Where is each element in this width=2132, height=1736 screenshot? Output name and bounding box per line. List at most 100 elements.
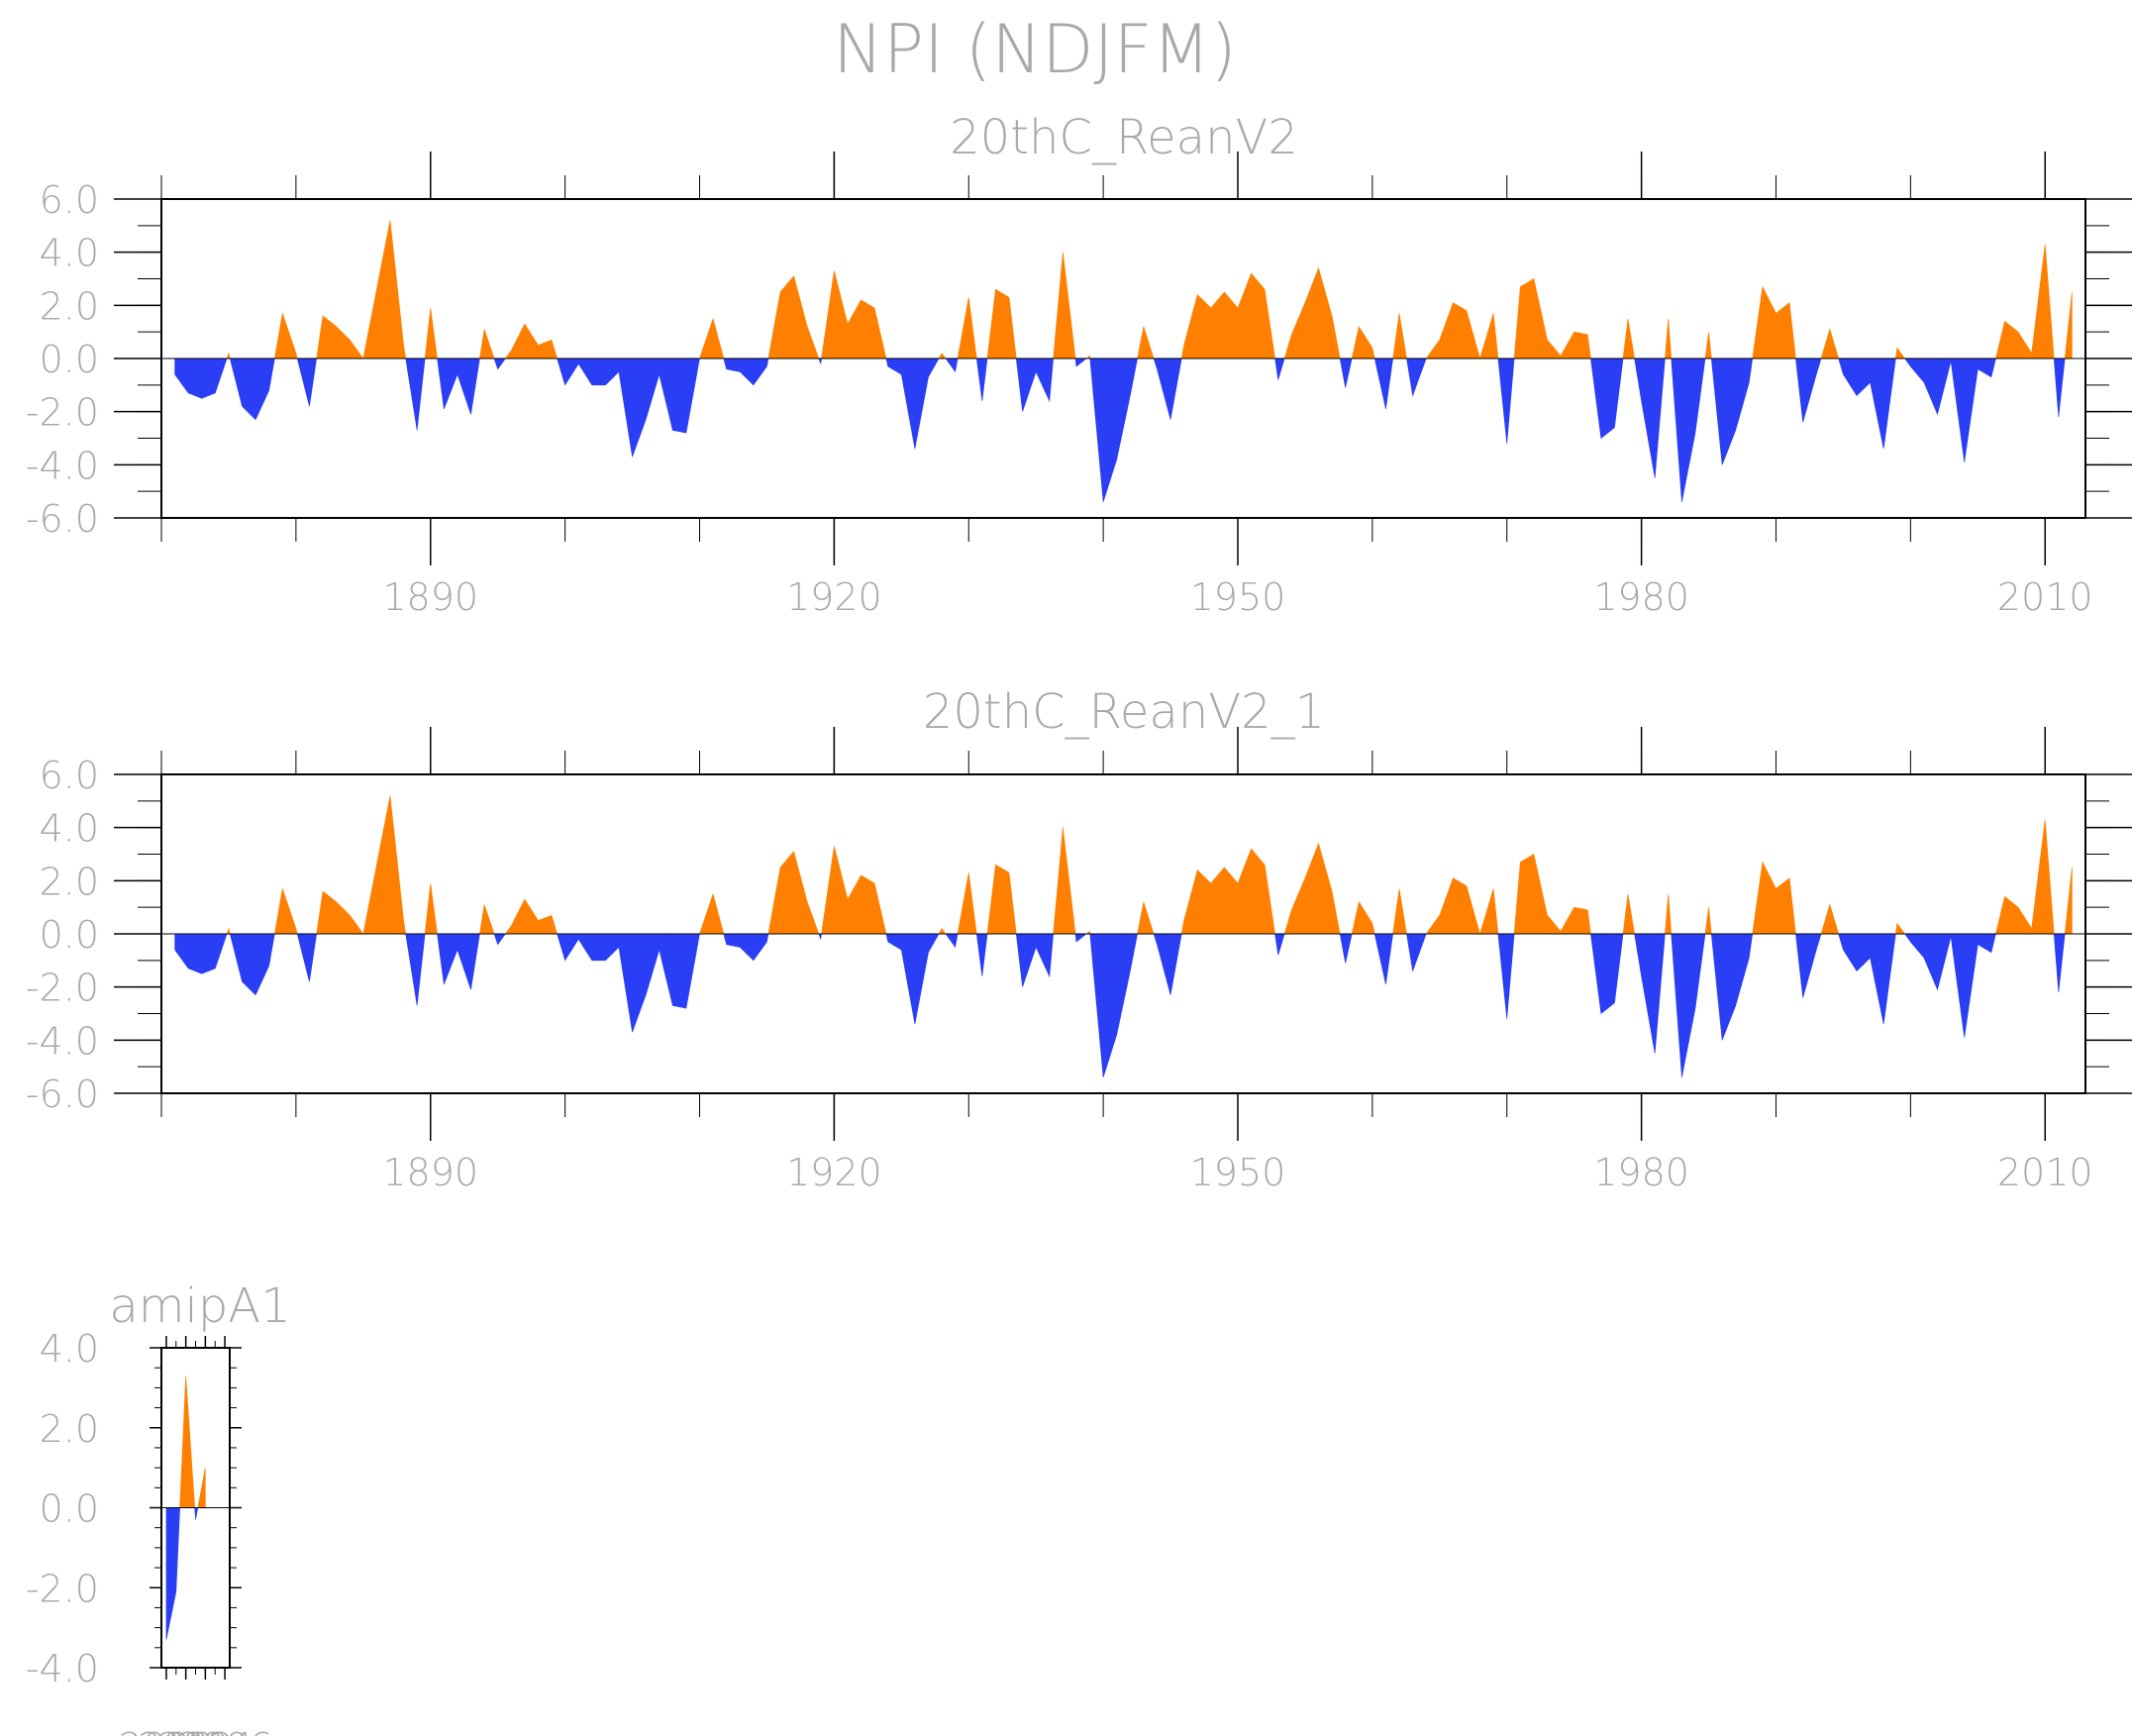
data-point-1929 <box>945 357 959 373</box>
data-point-1989 <box>1752 285 1770 359</box>
data-point-1978 <box>1607 933 1624 1009</box>
data-point-1891 <box>437 933 452 985</box>
y-tick-label: -2.0 <box>26 391 99 435</box>
data-point-1970 <box>1497 933 1515 1019</box>
data-point-1931 <box>975 933 988 976</box>
data-point-1991 <box>1781 877 1796 935</box>
data-point-1965 <box>1432 896 1447 935</box>
data-point-1991 <box>1781 302 1796 359</box>
data-point-1892 <box>450 357 465 395</box>
data-point-1907 <box>652 933 666 978</box>
data-point-1946 <box>1180 320 1191 359</box>
data-point-1910 <box>699 913 707 935</box>
data-point-1935 <box>1029 933 1044 968</box>
data-point-1893 <box>463 357 480 415</box>
data-point-1952 <box>1258 856 1275 935</box>
data-point-1894 <box>479 329 495 359</box>
data-point-1923 <box>867 878 887 935</box>
y-tick-label: -4.0 <box>26 444 99 487</box>
data-point-1987 <box>1728 933 1743 1023</box>
data-point-1988 <box>1742 933 1754 982</box>
y-tick-label: 0.0 <box>40 1487 99 1531</box>
data-point-1891 <box>437 357 452 410</box>
data-point-2009 <box>2024 873 2039 935</box>
data-point-1911 <box>705 317 725 359</box>
data-point-1881 <box>296 357 317 407</box>
data-point-1983 <box>1671 933 1689 1077</box>
data-point-1901 <box>571 357 586 376</box>
data-point-1906 <box>639 933 654 1014</box>
data-point-1919 <box>818 357 822 364</box>
panel-amipa1: amipA1 -4.0 -2.0 0.0 2.0 4.0 2000200220042006 <box>26 1278 291 1736</box>
data-point-1980 <box>1634 357 1649 440</box>
data-point-1941 <box>1109 933 1124 1057</box>
data-point-2004 <box>197 1468 206 1508</box>
data-point-1898 <box>531 333 546 359</box>
data-point-1950 <box>1230 290 1246 359</box>
data-point-1897 <box>517 898 532 935</box>
data-point-1959 <box>1351 326 1367 359</box>
y-tick-label: -4.0 <box>26 1647 99 1690</box>
data-point-1917 <box>786 851 801 935</box>
data-point-1949 <box>1217 291 1232 359</box>
panel-title: 20thC_ReanV2_1 <box>923 684 1325 740</box>
data-point-1947 <box>1190 294 1205 359</box>
data-point-1972 <box>1526 854 1542 935</box>
data-point-1886 <box>369 830 384 935</box>
data-point-2003 <box>1944 357 1959 412</box>
data-point-1906 <box>639 357 654 439</box>
data-point-1930 <box>957 297 977 359</box>
data-point-1871 <box>174 933 182 961</box>
data-point-1945 <box>1163 357 1182 420</box>
data-point-1898 <box>531 908 546 935</box>
data-point-1981 <box>1648 933 1666 1054</box>
data-point-1909 <box>678 933 700 1009</box>
data-point-1962 <box>1392 888 1407 935</box>
x-tick-label: 1920 <box>786 575 882 619</box>
data-point-1994 <box>1820 328 1840 359</box>
data-point-1905 <box>625 357 640 458</box>
data-point-1961 <box>1373 357 1393 410</box>
data-point-1904 <box>611 933 627 990</box>
data-point-1921 <box>840 297 856 359</box>
data-point-1961 <box>1373 933 1393 985</box>
data-point-2002 <box>179 1376 196 1508</box>
data-point-1958 <box>1339 357 1353 388</box>
data-point-1983 <box>1671 357 1689 502</box>
data-point-1990 <box>1769 874 1783 935</box>
data-point-1905 <box>625 933 640 1033</box>
y-tick-label: 6.0 <box>40 178 99 222</box>
data-point-2007 <box>1995 320 2012 359</box>
data-point-1933 <box>1001 292 1017 359</box>
data-point-1967 <box>1459 881 1474 935</box>
data-point-1883 <box>329 895 344 935</box>
data-point-1944 <box>1153 933 1165 970</box>
data-point-1945 <box>1163 933 1182 995</box>
data-point-1975 <box>1567 331 1581 359</box>
data-point-1933 <box>1001 868 1017 935</box>
data-point-1935 <box>1029 357 1044 392</box>
data-point-1972 <box>1526 278 1542 359</box>
data-point-1999 <box>1895 922 1906 935</box>
data-point-1876 <box>229 933 250 989</box>
data-point-1970 <box>1497 357 1515 444</box>
data-point-1984 <box>1687 357 1706 468</box>
data-point-1937 <box>1053 252 1076 359</box>
data-point-1948 <box>1203 874 1218 935</box>
data-point-1989 <box>1752 861 1770 935</box>
data-point-1988 <box>1742 357 1754 407</box>
data-point-1998 <box>1877 357 1896 450</box>
data-point-1924 <box>885 357 895 371</box>
data-point-1962 <box>1392 313 1407 359</box>
data-point-1978 <box>1607 357 1624 434</box>
data-point-1873 <box>194 357 209 399</box>
data-point-1879 <box>273 888 290 935</box>
data-point-2007 <box>1995 895 2012 935</box>
data-point-1951 <box>1244 272 1259 359</box>
data-point-1917 <box>786 275 801 359</box>
data-point-1977 <box>1590 357 1608 440</box>
data-point-1964 <box>1425 348 1434 359</box>
data-point-1944 <box>1153 357 1165 395</box>
data-point-1981 <box>1648 357 1666 478</box>
data-point-1875 <box>226 927 231 935</box>
